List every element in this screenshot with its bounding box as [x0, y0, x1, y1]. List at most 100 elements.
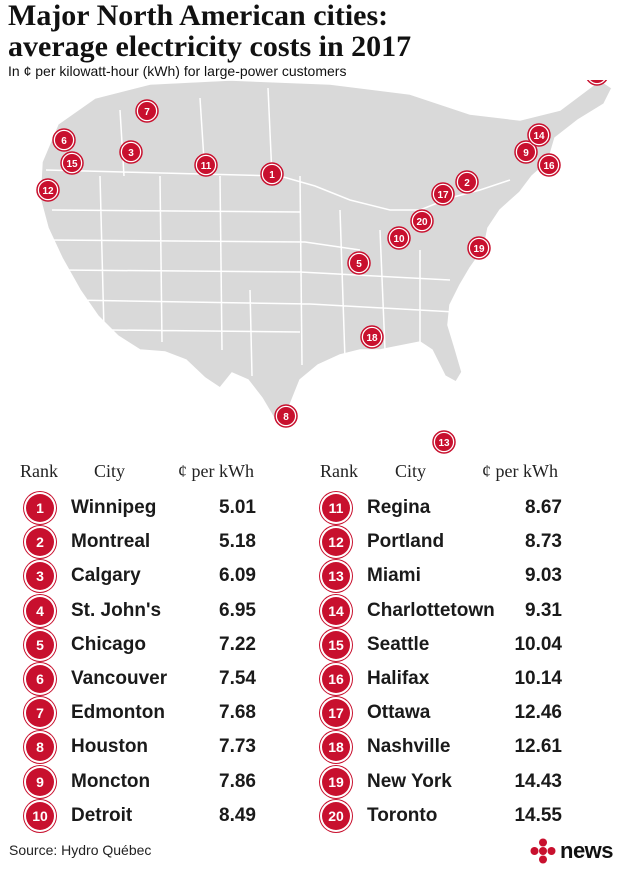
- table-row: 4 St. John's 6.95: [26, 595, 316, 627]
- city-name: Houston: [71, 736, 149, 758]
- cost-value: 6.95: [219, 599, 256, 621]
- map-marker-dot: [413, 212, 431, 230]
- table-row: 10 Detroit 8.49: [26, 800, 316, 832]
- city-name: Montreal: [71, 531, 151, 553]
- map-marker: 6: [52, 128, 76, 152]
- map-marker-label: 9: [523, 148, 529, 159]
- table-row: 19 New York 14.43: [322, 766, 612, 798]
- map-marker: 2: [455, 170, 479, 194]
- map-marker-dot: [122, 143, 140, 161]
- table-row: 6 Vancouver 7.54: [26, 663, 316, 695]
- cost-value: 7.73: [219, 736, 256, 758]
- rank-badge: 4: [26, 596, 54, 625]
- rank-badge: 17: [322, 699, 350, 728]
- table-row: 16 Halifax 10.14: [322, 663, 612, 695]
- map-marker: 11: [194, 153, 218, 177]
- table-row: 18 Nashville 12.61: [322, 731, 612, 763]
- cost-value: 5.01: [219, 497, 256, 518]
- map-marker-dot: [263, 165, 281, 183]
- rank-badge: 2: [26, 528, 54, 557]
- map-marker-label: 13: [438, 438, 450, 449]
- city-name: Miami: [367, 565, 421, 587]
- map-marker-label: 17: [437, 190, 449, 201]
- city-name: Nashville: [367, 736, 451, 758]
- rank-badge: 5: [26, 630, 54, 659]
- table-row: 17 Ottawa 12.46: [322, 697, 612, 729]
- map-marker: 1: [260, 162, 284, 186]
- table-row: 2 Montreal 5.18: [26, 526, 316, 558]
- city-name: Portland: [367, 531, 445, 553]
- city-name: St. John's: [71, 599, 162, 621]
- cost-value: 14.55: [514, 804, 562, 826]
- map-marker-label: 1: [269, 170, 275, 181]
- rank-badge: 7: [26, 699, 54, 728]
- city-name: Charlottetown: [367, 599, 495, 621]
- cost-value: 7.22: [219, 633, 256, 655]
- map-marker: 16: [537, 153, 561, 177]
- map-marker-label: 19: [473, 244, 485, 255]
- map-marker: 19: [467, 236, 491, 260]
- map-marker-label: 3: [128, 148, 134, 159]
- table-row: 20 Toronto 14.55: [322, 800, 612, 832]
- city-name: Calgary: [71, 565, 141, 587]
- map-marker-label: 14: [533, 131, 545, 142]
- header-rank-left: Rank: [20, 461, 58, 481]
- city-name: Edmonton: [71, 702, 165, 724]
- table-row: 13 Miami 9.03: [322, 560, 612, 592]
- cost-value: 7.86: [219, 770, 256, 792]
- map-marker: 18: [360, 325, 384, 349]
- map-marker-label: 16: [543, 161, 555, 172]
- rank-badge: 9: [26, 767, 54, 796]
- map-marker-label: 18: [366, 333, 378, 344]
- header-value-right: ¢ per kWh: [482, 461, 558, 481]
- map-marker: 3: [119, 140, 143, 164]
- table-row: 12 Portland 8.73: [322, 526, 612, 558]
- map-marker: 14: [527, 123, 551, 147]
- rank-badge: 10: [26, 801, 54, 830]
- map-marker: 20: [410, 209, 434, 233]
- map-marker-dot: [517, 143, 535, 161]
- table-row: 3 Calgary 6.09: [26, 560, 316, 592]
- cost-value: 8.73: [525, 531, 562, 553]
- table-row: 1 Winnipeg 5.01: [26, 492, 316, 524]
- map-marker-dot: [434, 185, 452, 203]
- map-marker: 15: [60, 151, 84, 175]
- map-marker: 17: [431, 182, 455, 206]
- rank-badge: 12: [322, 528, 350, 557]
- map-marker-label: 15: [66, 159, 78, 170]
- map-marker-label: 11: [201, 161, 212, 172]
- map-marker-dot: [350, 254, 368, 272]
- chart-title: Major North American cities: average ele…: [8, 0, 412, 63]
- table-row: 14 Charlottetown 9.31: [322, 595, 612, 627]
- map-marker: 10: [387, 226, 411, 250]
- rank-badge: 8: [26, 733, 54, 762]
- city-name: Regina: [367, 497, 431, 518]
- map-marker: 13: [432, 430, 456, 454]
- city-name: Halifax: [367, 668, 430, 689]
- cost-value: 10.14: [514, 668, 562, 689]
- rank-badge: 6: [26, 665, 54, 693]
- map-marker-dot: [390, 229, 408, 247]
- rank-badge: 18: [322, 733, 350, 762]
- header-value-left: ¢ per kWh: [178, 461, 254, 481]
- map-marker-label: 4: [594, 80, 600, 81]
- map-marker-label: 6: [61, 136, 67, 147]
- cost-value: 7.54: [219, 668, 256, 689]
- map-marker: 4: [586, 80, 608, 86]
- city-name: Toronto: [367, 804, 438, 826]
- rank-badge: 11: [322, 494, 350, 522]
- map-marker: 8: [274, 404, 298, 428]
- map-marker-dot: [138, 102, 156, 120]
- north-america-map: 1234567891011121314151617181920: [36, 80, 613, 454]
- city-name: Ottawa: [367, 702, 431, 724]
- table-row: 8 Houston 7.73: [26, 731, 316, 763]
- cost-value: 6.09: [219, 565, 256, 587]
- city-name: Winnipeg: [71, 497, 157, 518]
- cost-value: 5.18: [219, 531, 256, 553]
- map-marker-label: 20: [416, 217, 428, 228]
- rank-badge: 20: [322, 801, 350, 830]
- map-marker-dot: [530, 126, 548, 144]
- rank-badge: 15: [322, 630, 350, 659]
- map-marker: 12: [36, 178, 60, 202]
- map-marker-label: 8: [283, 412, 289, 423]
